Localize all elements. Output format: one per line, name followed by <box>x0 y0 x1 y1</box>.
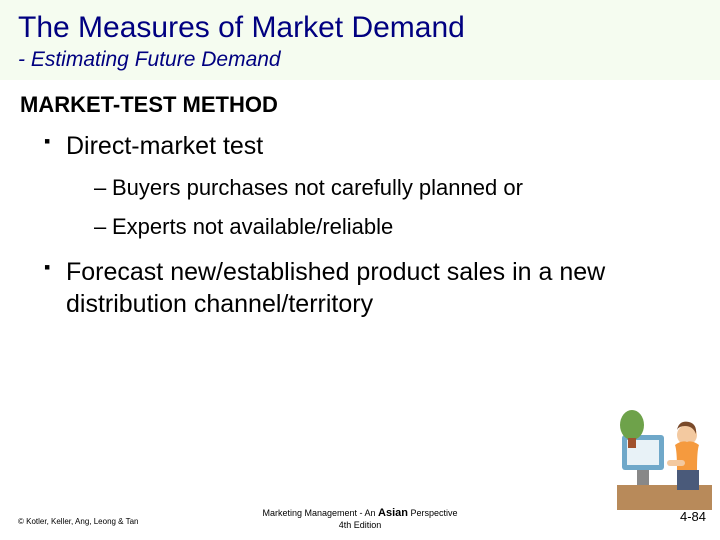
section-heading: MARKET-TEST METHOD <box>20 92 700 118</box>
book-line1-pre: Marketing Management - An <box>262 508 378 518</box>
clipart-woman-computer <box>617 400 712 510</box>
list-item: Buyers purchases not carefully planned o… <box>94 173 700 203</box>
bullet-list: Direct-market test Buyers purchases not … <box>20 130 700 321</box>
arm-shape <box>667 460 685 466</box>
page-number: 4-84 <box>680 509 706 524</box>
slide-title: The Measures of Market Demand <box>18 10 702 46</box>
footer: © Kotler, Keller, Ang, Leong & Tan Marke… <box>0 502 720 532</box>
copyright-text: © Kotler, Keller, Ang, Leong & Tan <box>18 517 139 526</box>
slide-subtitle: - Estimating Future Demand <box>18 48 702 72</box>
book-line1-emph: Asian <box>378 507 408 519</box>
book-line2: 4th Edition <box>339 520 382 530</box>
title-band: The Measures of Market Demand - Estimati… <box>0 0 720 80</box>
plant-shape <box>620 410 644 440</box>
legs-shape <box>677 470 699 490</box>
bullet-text: Forecast new/established product sales i… <box>66 258 605 319</box>
book-line1-post: Perspective <box>408 508 458 518</box>
list-item: Direct-market test Buyers purchases not … <box>44 130 700 242</box>
list-item: Forecast new/established product sales i… <box>44 256 700 321</box>
bullet-text: Direct-market test <box>66 132 263 160</box>
content-area: MARKET-TEST METHOD Direct-market test Bu… <box>0 80 720 321</box>
list-item: Experts not available/reliable <box>94 212 700 242</box>
subbullet-list: Buyers purchases not carefully planned o… <box>66 173 700 242</box>
book-reference: Marketing Management - An Asian Perspect… <box>262 506 457 532</box>
